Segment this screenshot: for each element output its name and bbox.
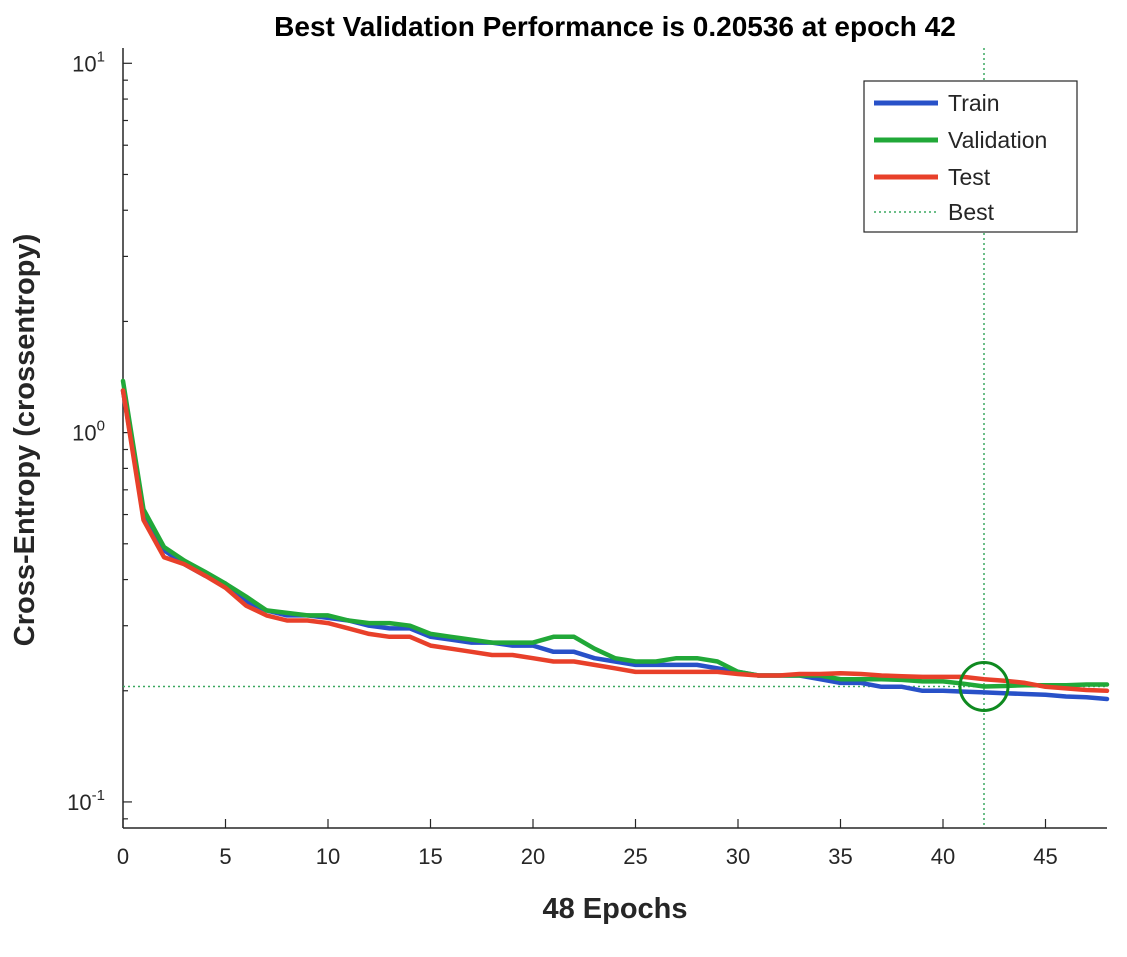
series-line-validation [120, 378, 1110, 689]
x-tick-label: 10 [316, 844, 340, 869]
legend-label-best: Best [948, 199, 995, 225]
x-tick-label: 0 [117, 844, 129, 869]
x-tick-label: 25 [623, 844, 647, 869]
x-tick-label: 20 [521, 844, 545, 869]
legend-label-validation: Validation [948, 127, 1047, 153]
x-tick-label: 35 [828, 844, 852, 869]
series-line-test [120, 388, 1110, 694]
chart-title: Best Validation Performance is 0.20536 a… [274, 11, 956, 42]
legend: Train Validation Test Best [863, 80, 1078, 233]
y-tick-label: 10-1 [67, 787, 105, 815]
y-tick-label: 101 [72, 48, 105, 76]
legend-label-test: Test [948, 164, 991, 190]
y-ticks: 101 100 10-1 [67, 48, 132, 820]
best-circle-layer [958, 661, 1010, 713]
legend-label-train: Train [948, 90, 1000, 116]
y-axis-label: Cross-Entropy (crossentropy) [9, 234, 41, 647]
series-layer [120, 378, 1110, 702]
x-tick-label: 40 [931, 844, 955, 869]
x-axis-label: 48 Epochs [542, 893, 687, 925]
x-tick-label: 45 [1033, 844, 1057, 869]
series-line-train [120, 388, 1110, 702]
x-tick-label: 5 [219, 844, 231, 869]
legend-box [863, 80, 1078, 233]
x-ticks: 0 5 10 15 20 25 30 35 40 45 [117, 819, 1058, 869]
x-tick-label: 30 [726, 844, 750, 869]
y-tick-label: 100 [72, 418, 105, 446]
x-tick-label: 15 [418, 844, 442, 869]
best-point-circle [958, 661, 1010, 713]
